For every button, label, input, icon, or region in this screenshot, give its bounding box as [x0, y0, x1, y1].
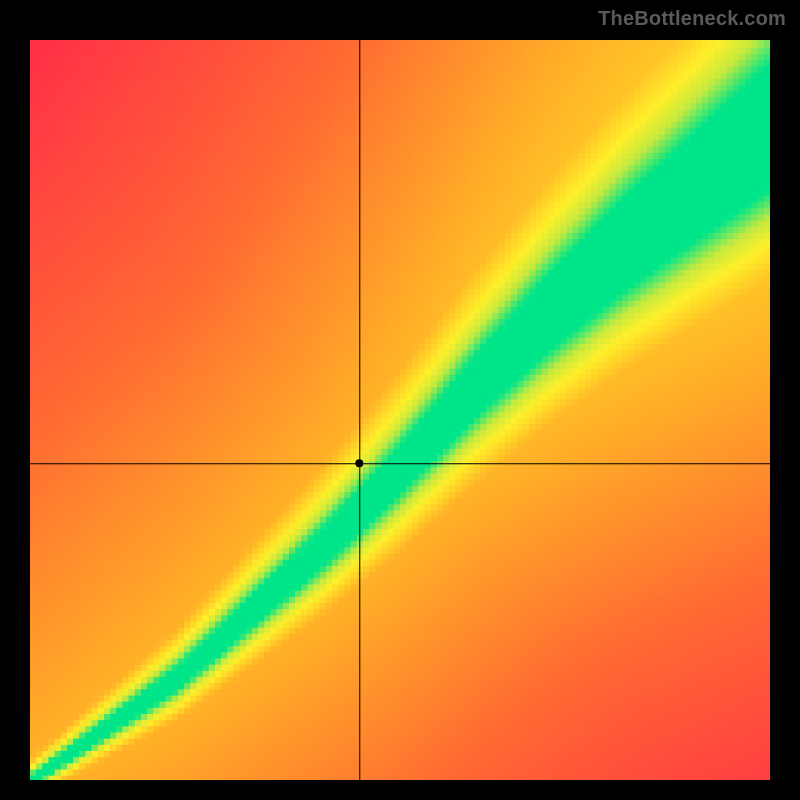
bottleneck-heatmap [30, 40, 770, 780]
heatmap-wrapper [30, 40, 770, 780]
watermark-text: TheBottleneck.com [598, 8, 786, 31]
chart-container: TheBottleneck.com [0, 0, 800, 800]
